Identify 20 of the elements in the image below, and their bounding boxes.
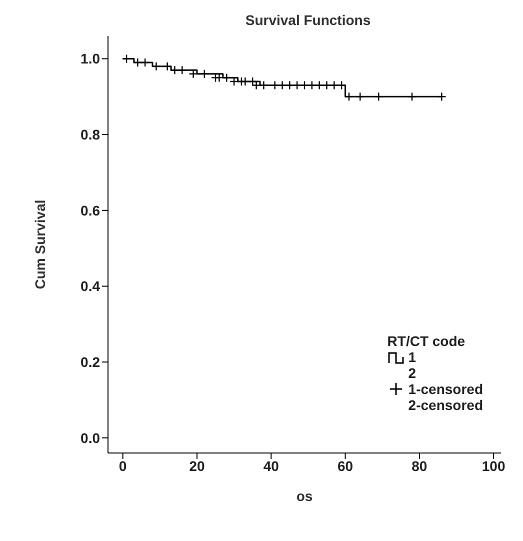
y-axis-title: Cum Survival [32,200,48,290]
legend-label: 2-censored [408,397,483,413]
x-tick-label: 100 [482,458,506,474]
legend-label: 1-censored [408,381,483,397]
x-tick-label: 40 [263,458,280,474]
legend-label: 1 [408,349,416,365]
y-tick-label: 0.8 [80,126,100,143]
y-tick-label: 0.2 [80,354,100,370]
legend-label: 2 [408,365,416,381]
legend-title: RT/CT code [387,333,466,349]
x-tick-label: 0 [118,458,127,474]
y-tick-label: 0.0 [80,430,100,446]
x-axis-title: os [296,488,313,504]
y-tick-label: 0.6 [80,202,100,218]
y-tick-label: 1.0 [80,50,100,67]
x-tick-label: 60 [337,458,354,474]
chart-title: Survival Functions [244,12,372,28]
x-tick-label: 20 [189,458,205,474]
y-tick-label: 0.4 [80,278,100,294]
x-tick-label: 80 [412,458,428,474]
